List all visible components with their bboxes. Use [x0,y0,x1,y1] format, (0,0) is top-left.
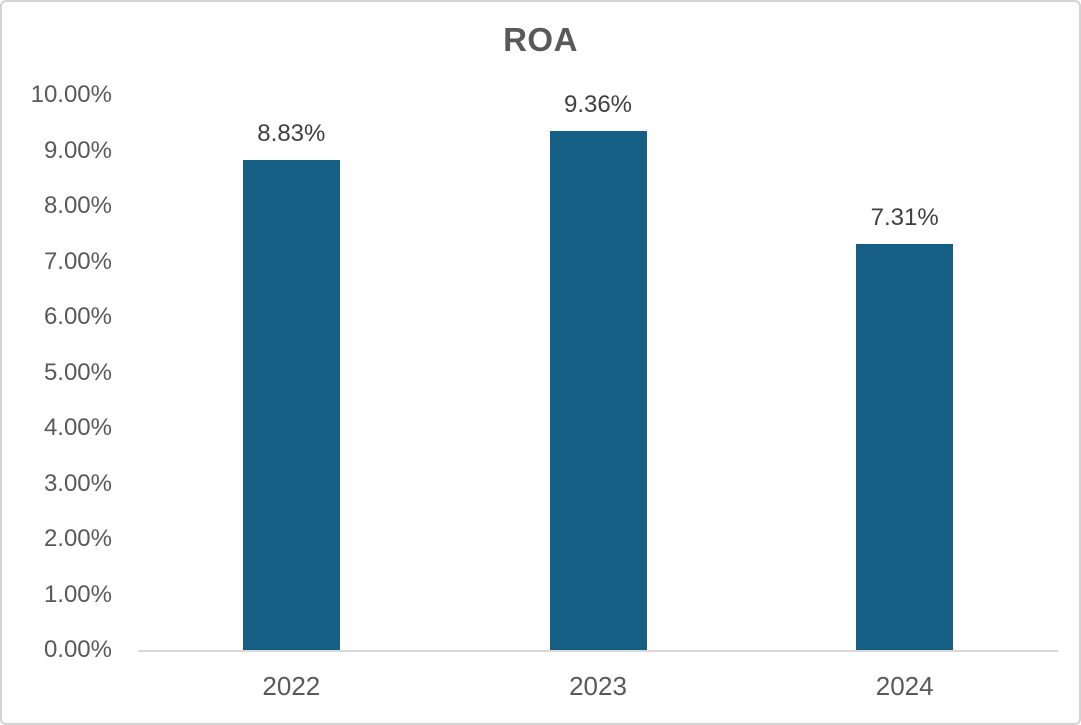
bar-group: 8.83% [242,119,340,650]
y-axis-tick-label: 6.00% [43,303,112,330]
bar [549,130,647,650]
y-axis-tick-label: 5.00% [43,358,112,386]
x-axis: 2022 2023 2024 [138,666,1058,706]
plot-area: 8.83% 9.36% 7.31% [138,0,1058,650]
bar-slot: 9.36% [445,90,752,650]
x-axis-line [138,650,1058,652]
x-axis-category-label: 2023 [569,671,627,701]
y-axis-tick-label: 8.00% [43,192,112,219]
y-axis: 0.00% 1.00% 2.00% 3.00% 4.00% 5.00% 6.00% 7.00%… [0,80,112,665]
bar [856,244,954,650]
y-axis-tick-label: 10.00% [30,81,112,108]
bar-data-label: 8.83% [257,119,326,147]
y-axis-tick-label: 0.00% [43,636,112,663]
bar-slot: 8.83% [138,120,445,650]
y-axis-tick-label: 4.00% [43,414,112,441]
x-axis-category-label: 2024 [875,671,934,701]
y-axis-tick-label: 9.00% [43,136,112,164]
y-axis-tick-label: 1.00% [43,580,112,608]
y-axis-tick-label: 3.00% [43,469,112,497]
bar-data-label: 7.31% [870,204,939,232]
bar [242,159,340,650]
bar-data-label: 9.36% [563,90,633,118]
y-axis-tick-label: 7.00% [43,247,112,275]
y-axis-tick-label: 2.00% [43,525,112,552]
bar-group: 7.31% [856,204,954,650]
chart-title: ROA [503,21,578,58]
x-axis-category-label: 2022 [262,671,321,701]
bar-slot: 7.31% [751,204,1058,650]
bar-group: 9.36% [549,90,647,650]
